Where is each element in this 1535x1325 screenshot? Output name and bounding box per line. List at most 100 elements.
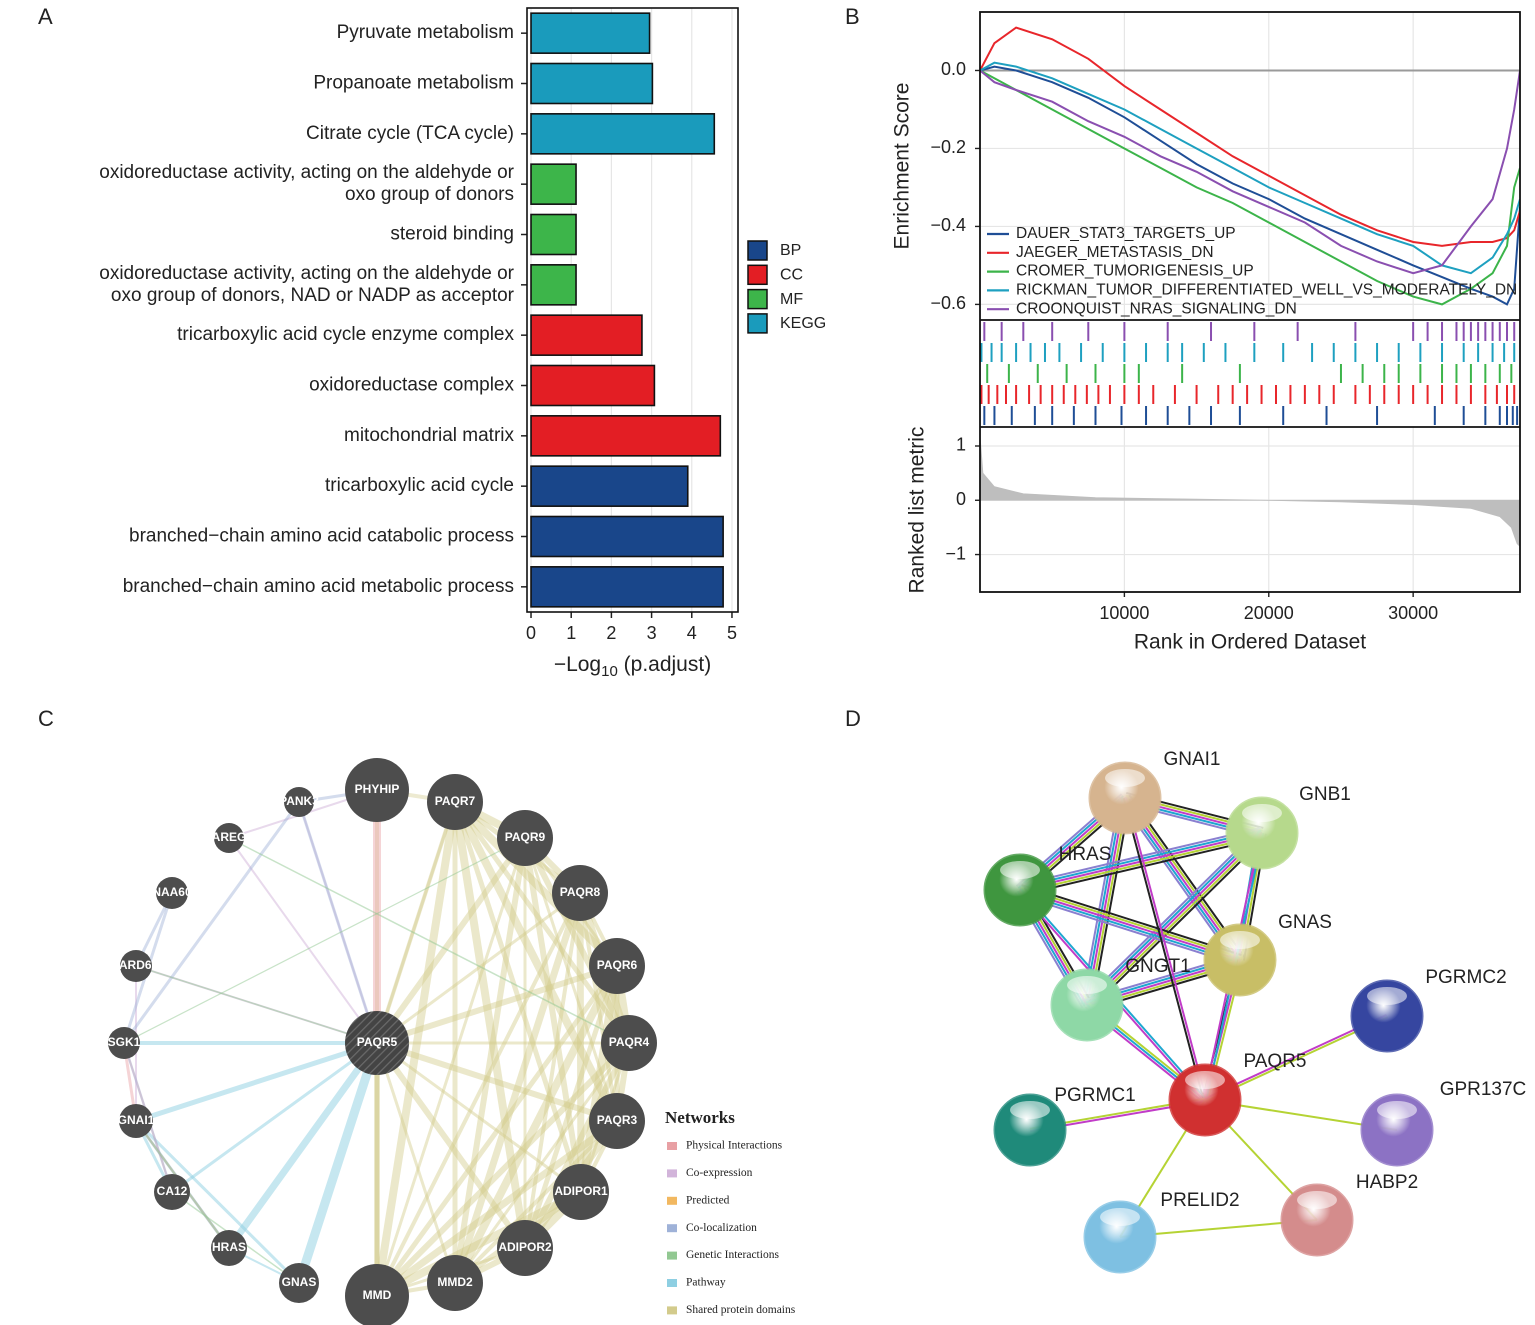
- network-node: [156, 877, 188, 909]
- network-edge: [1082, 828, 1260, 1003]
- network-node: [345, 1011, 409, 1075]
- node-label: ADIPOR1: [554, 1184, 608, 1198]
- network-node: [284, 787, 314, 817]
- node-highlight: [1105, 769, 1145, 787]
- metric-area: [979, 435, 1521, 548]
- x-tick-label: 30000: [1388, 603, 1438, 623]
- node-highlight: [1377, 1101, 1417, 1119]
- y-tick-label: 0.0: [941, 59, 966, 79]
- y-axis-label: Ranked list metric: [906, 427, 929, 594]
- node-label: HRAS: [212, 1240, 246, 1254]
- network-edge: [375, 800, 457, 1045]
- es-line: [980, 69, 1520, 306]
- network-edge: [453, 1041, 631, 1285]
- network-edge: [1088, 834, 1265, 1008]
- bar: [530, 213, 577, 256]
- node-label: PAQR5: [1243, 1051, 1306, 1072]
- node-label: GPR137C: [1440, 1079, 1527, 1100]
- network-edge: [122, 800, 301, 1045]
- node-highlight: [1067, 976, 1107, 994]
- network-edge: [298, 801, 378, 1044]
- legend-swatch: [747, 240, 768, 261]
- legend-swatch: [747, 313, 768, 334]
- network-node: [601, 1015, 657, 1071]
- x-tick-label: 0: [526, 623, 536, 643]
- legend-swatch: [667, 1251, 677, 1260]
- legend-label: CC: [780, 267, 803, 284]
- node-label: SGK1: [108, 1035, 141, 1049]
- plot-frame: [526, 7, 739, 613]
- network-edge: [375, 800, 457, 1045]
- es-line: [980, 69, 1520, 275]
- legend-label: Co-localization: [686, 1222, 757, 1234]
- node-label: NAA60: [152, 885, 192, 899]
- network-node: [214, 823, 244, 853]
- legend-label: Physical Interactions: [686, 1140, 783, 1152]
- es-line: [980, 65, 1520, 306]
- network-edge: [373, 798, 459, 1300]
- node-highlight: [1185, 1071, 1225, 1089]
- y-tick-label: −0.2: [930, 137, 966, 157]
- network-edge: [373, 1117, 621, 1300]
- bar: [530, 364, 656, 407]
- es-lines: [980, 26, 1520, 306]
- y-tick-label: 0: [956, 489, 966, 509]
- y-tick-label: branched−chain amino acid metabolic proc…: [123, 576, 514, 597]
- network-edge: [374, 963, 620, 1046]
- legend-label: CROMER_TUMORIGENESIS_UP: [1016, 263, 1254, 280]
- network-edge: [451, 798, 529, 1252]
- network-node: [497, 810, 553, 866]
- node-highlight: [1000, 861, 1040, 879]
- network-edge: [523, 891, 582, 1250]
- y-tick-label: Propanoate metabolism: [313, 73, 514, 94]
- network-edge: [1122, 798, 1205, 1101]
- x-axis-label-text: (p.adjust): [618, 653, 711, 676]
- network-edge: [123, 837, 526, 1044]
- legend-label: MF: [780, 291, 803, 308]
- legend-swatch: [667, 1224, 677, 1233]
- legend-swatch: [667, 1306, 677, 1315]
- legend-label: CROONQUIST_NRAS_SIGNALING_DN: [1016, 300, 1297, 317]
- legend-label: BP: [780, 242, 801, 259]
- node-highlight: [1242, 804, 1282, 822]
- node-label: GNGT1: [1125, 956, 1190, 977]
- panel-label: B: [845, 4, 860, 29]
- network-node: [345, 758, 409, 822]
- node-label: CA12: [157, 1184, 188, 1198]
- network-edge: [297, 800, 379, 1045]
- network-node: [589, 1093, 645, 1149]
- network-edge: [451, 798, 621, 970]
- network-edge: [1020, 886, 1242, 959]
- legend-swatch: [667, 1279, 677, 1287]
- network-edge: [170, 1041, 379, 1194]
- node-label: PAQR4: [609, 1035, 650, 1049]
- bar: [530, 12, 651, 54]
- panel-label: C: [38, 706, 54, 731]
- network-edge: [522, 835, 584, 1195]
- network-edge: [453, 1119, 619, 1285]
- network-edge: [374, 963, 620, 1299]
- network-edge: [1019, 889, 1241, 961]
- y-tick-label: steroid binding: [390, 224, 514, 245]
- network-node: [552, 865, 608, 921]
- plot-frame: [979, 11, 1521, 593]
- node-label: HABP2: [1356, 1172, 1418, 1193]
- network-edge: [373, 1188, 585, 1300]
- x-tick-label: 4: [687, 623, 697, 643]
- y-tick-label: Pyruvate metabolism: [337, 22, 514, 43]
- network-edge: [135, 965, 378, 1044]
- network-edge: [375, 836, 527, 1298]
- bar: [530, 264, 577, 306]
- plot-background: [527, 8, 738, 612]
- bar: [530, 314, 643, 356]
- network-node: [211, 1230, 247, 1266]
- network-edge: [375, 1041, 457, 1285]
- network-edge: [374, 1040, 528, 1251]
- network-edge: [225, 1039, 381, 1252]
- network-edge: [228, 837, 378, 1044]
- network-edge: [576, 889, 585, 1196]
- legend-label: Genetic Interactions: [686, 1249, 779, 1261]
- network-edge: [452, 799, 584, 1195]
- x-tick-label: 10000: [1099, 603, 1149, 623]
- legend-label: Co-expression: [686, 1167, 753, 1179]
